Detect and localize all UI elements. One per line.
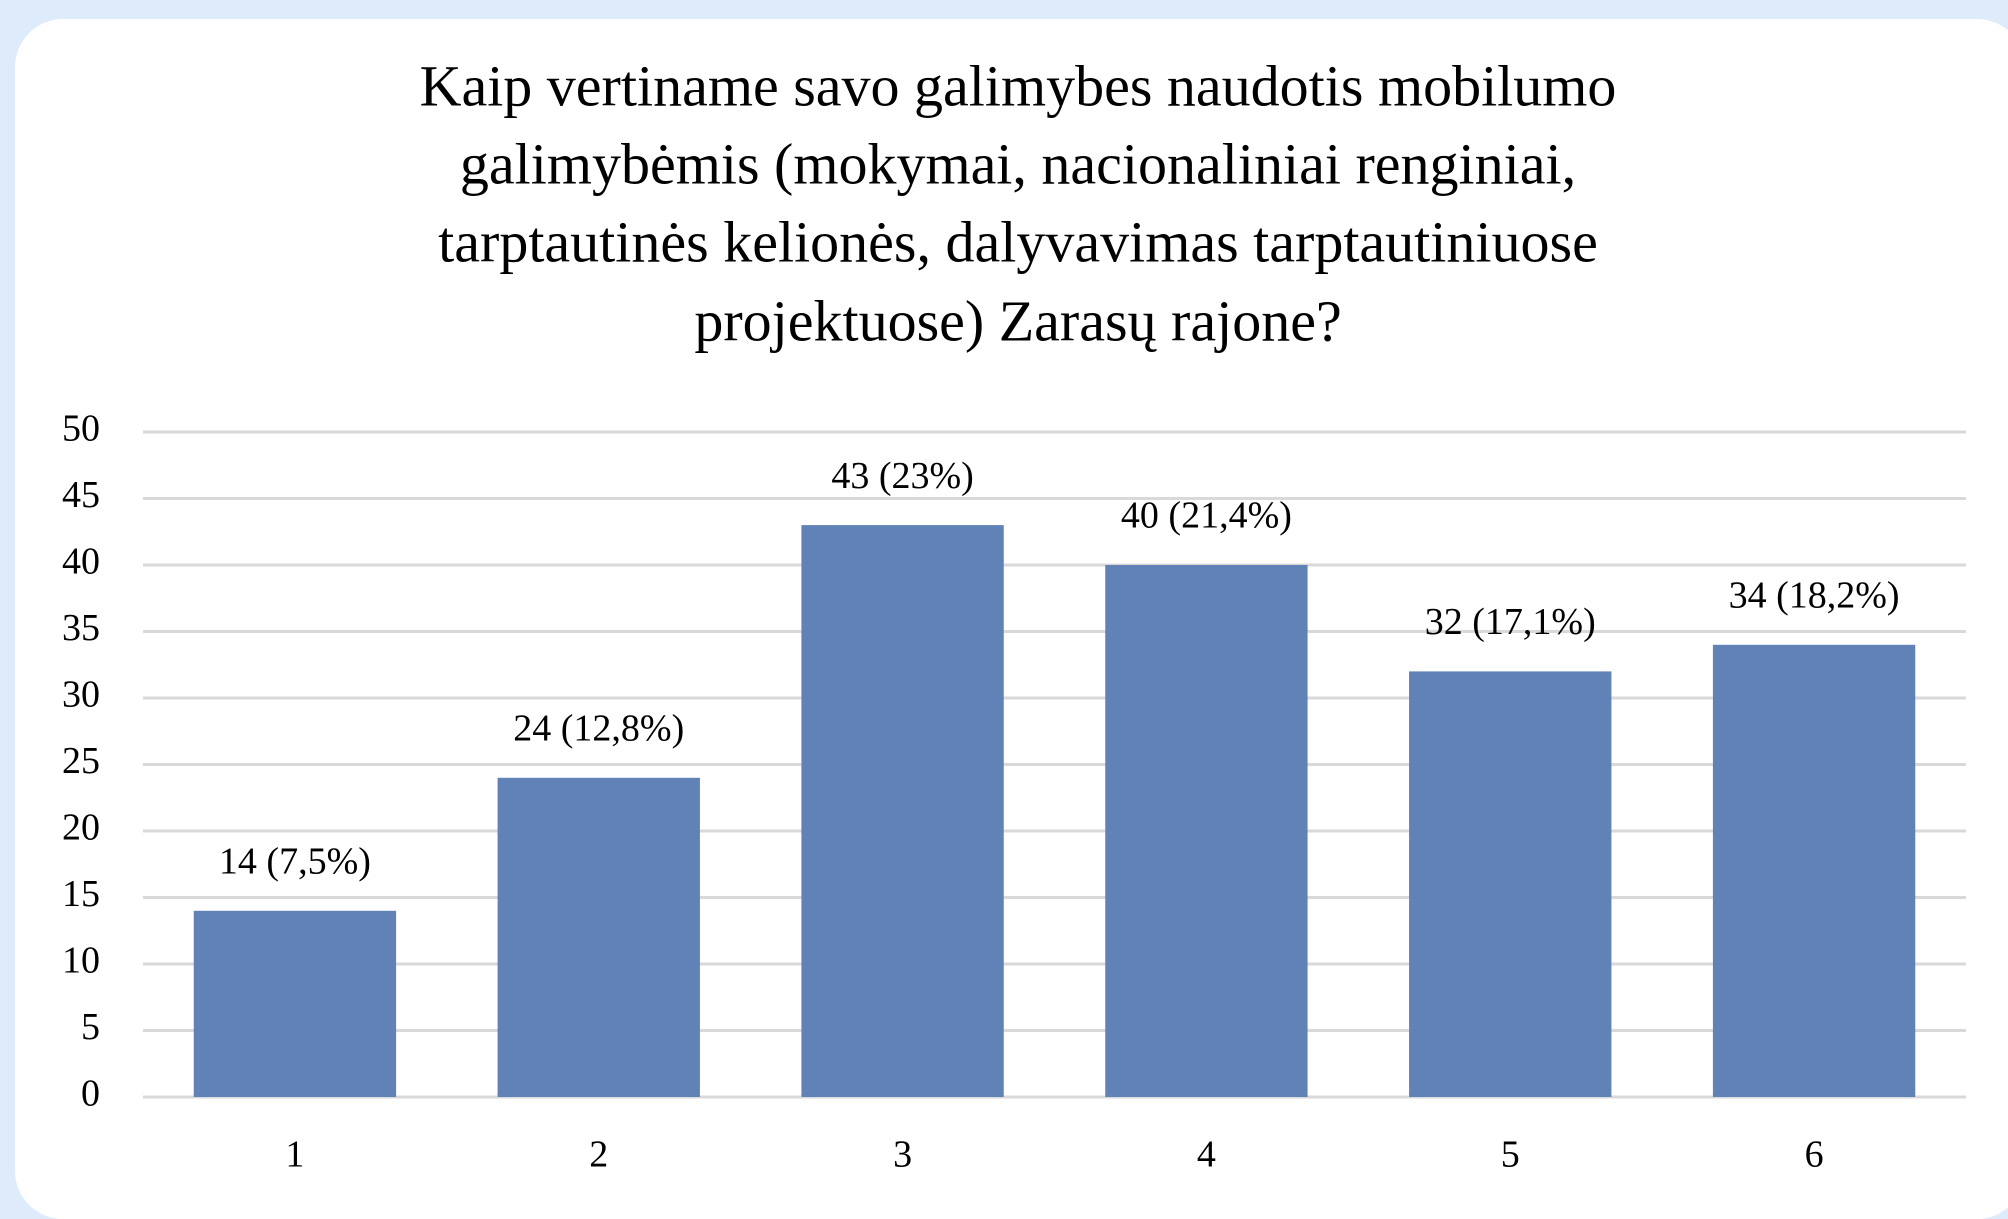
chart-title: projektuose) Zarasų rajone? xyxy=(694,288,1341,353)
x-tick-label: 3 xyxy=(893,1134,912,1176)
x-tick-label: 5 xyxy=(1501,1134,1520,1176)
x-tick-label: 4 xyxy=(1197,1134,1216,1176)
y-tick-label: 50 xyxy=(62,408,100,450)
data-label: 34 (18,2%) xyxy=(1729,575,1900,617)
bar xyxy=(1712,644,1916,1097)
y-tick-label: 30 xyxy=(62,674,100,716)
x-tick-label: 6 xyxy=(1805,1134,1824,1176)
y-tick-label: 40 xyxy=(62,541,100,583)
x-tick-label: 2 xyxy=(589,1134,608,1176)
bar xyxy=(497,777,700,1097)
bar xyxy=(1105,565,1308,1097)
data-label: 40 (21,4%) xyxy=(1121,495,1292,537)
data-label: 43 (23%) xyxy=(831,455,973,497)
bar xyxy=(1409,671,1612,1097)
y-tick-label: 0 xyxy=(81,1073,100,1115)
y-tick-label: 5 xyxy=(81,1006,100,1048)
data-label: 32 (17,1%) xyxy=(1425,601,1596,643)
bar xyxy=(193,910,397,1097)
data-label: 14 (7,5%) xyxy=(219,841,371,883)
data-label: 24 (12,8%) xyxy=(513,708,684,750)
y-tick-label: 45 xyxy=(62,474,100,516)
y-tick-label: 35 xyxy=(62,607,100,649)
chart-title: Kaip vertiname savo galimybes naudotis m… xyxy=(420,53,1617,118)
y-tick-label: 20 xyxy=(62,807,100,849)
chart-title: galimybėmis (mokymai, nacionaliniai reng… xyxy=(460,131,1576,196)
y-tick-label: 25 xyxy=(62,740,100,782)
chart-title: tarptautinės kelionės, dalyvavimas tarpt… xyxy=(438,209,1598,274)
y-tick-label: 15 xyxy=(62,873,100,915)
bar xyxy=(801,525,1004,1097)
x-tick-label: 1 xyxy=(285,1134,304,1176)
y-tick-label: 10 xyxy=(62,940,100,982)
